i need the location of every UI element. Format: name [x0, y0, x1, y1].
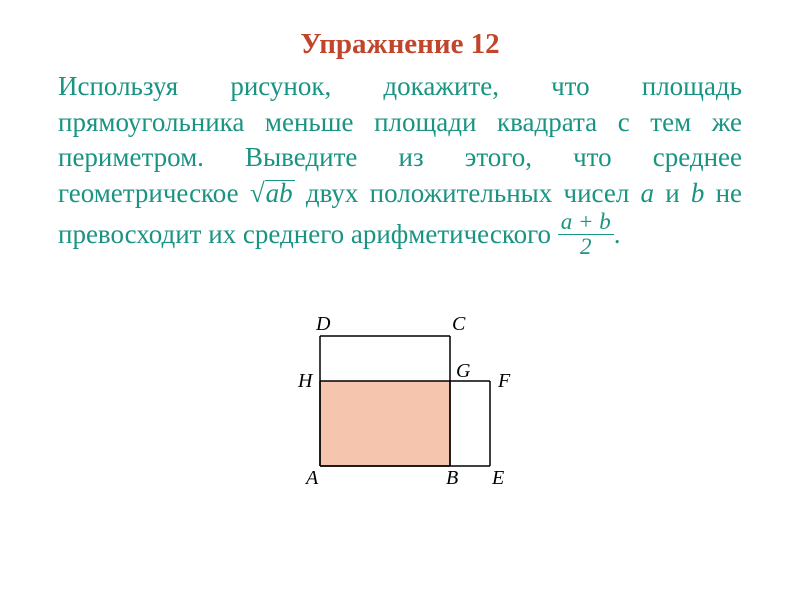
sqrt-argument: ab	[265, 180, 295, 205]
fraction-denominator: 2	[558, 235, 614, 259]
fraction: a + b 2	[558, 210, 614, 259]
figure-svg: A B E H G F D C	[260, 271, 540, 491]
point-label-E: E	[491, 467, 504, 489]
point-label-F: F	[497, 370, 511, 392]
fraction-numerator: a + b	[558, 210, 614, 235]
point-label-B: B	[446, 467, 458, 489]
point-label-H: H	[297, 370, 314, 392]
var-b: b	[691, 178, 705, 208]
var-a: a	[641, 178, 655, 208]
sqrt-symbol: √	[250, 178, 265, 208]
exercise-title: Упражнение 12	[58, 28, 742, 61]
problem-text: Используя рисунок, докажите, что площадь…	[58, 69, 742, 261]
text-and: и	[665, 178, 691, 208]
text-period: .	[614, 218, 621, 248]
filled-region	[320, 381, 450, 466]
geometry-figure: A B E H G F D C	[58, 271, 742, 496]
sqrt-expression: √ab	[250, 176, 295, 212]
point-label-G: G	[456, 360, 471, 382]
point-label-A: A	[304, 467, 319, 489]
point-label-C: C	[452, 313, 466, 335]
slide: Упражнение 12 Используя рисунок, докажит…	[0, 0, 800, 516]
text-part-2: двух положительных чисел	[306, 178, 641, 208]
point-label-D: D	[315, 313, 331, 335]
